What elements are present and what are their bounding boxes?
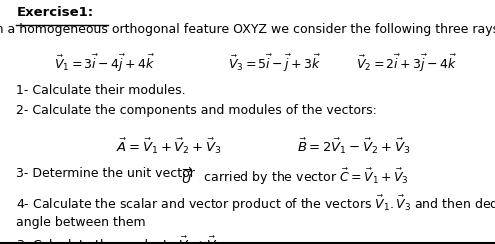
Text: 3- Calculate the products $\vec{V}_2\wedge\vec{V}_1$.: 3- Calculate the products $\vec{V}_2\wed…	[16, 235, 226, 244]
Text: Exercise1:: Exercise1:	[16, 6, 94, 19]
Text: 3- Determine the unit vector: 3- Determine the unit vector	[16, 167, 199, 180]
Text: 2- Calculate the components and modules of the vectors:: 2- Calculate the components and modules …	[16, 104, 377, 117]
Text: $\vec{B}=2\vec{V}_1-\vec{V}_2+\vec{V}_3$: $\vec{B}=2\vec{V}_1-\vec{V}_2+\vec{V}_3$	[297, 137, 410, 156]
Text: carried by the vector $\vec{C}=\vec{V}_1+\vec{V}_3$: carried by the vector $\vec{C}=\vec{V}_1…	[200, 167, 409, 187]
Text: $\overrightarrow{U}$: $\overrightarrow{U}$	[181, 167, 193, 187]
Text: $\vec{V}_3=5\vec{i}-\vec{j}+3\vec{k}$: $\vec{V}_3=5\vec{i}-\vec{j}+3\vec{k}$	[228, 52, 321, 74]
Text: 4- Calculate the scalar and vector product of the vectors $\vec{V}_1.\vec{V}_3$ : 4- Calculate the scalar and vector produ…	[16, 194, 495, 214]
Text: 1- Calculate their modules.: 1- Calculate their modules.	[16, 84, 186, 97]
Text: angle between them: angle between them	[16, 216, 146, 229]
Text: $\vec{A}=\vec{V}_1+\vec{V}_2+\vec{V}_3$: $\vec{A}=\vec{V}_1+\vec{V}_2+\vec{V}_3$	[116, 137, 222, 156]
Text: In a homogeneous orthogonal feature OXYZ we consider the following three rays:: In a homogeneous orthogonal feature OXYZ…	[0, 23, 495, 36]
Text: $\vec{V}_2=2\vec{i}+3\vec{j}-4\vec{k}$: $\vec{V}_2=2\vec{i}+3\vec{j}-4\vec{k}$	[356, 52, 457, 74]
Text: $\vec{V}_1=3\vec{i}-4\vec{j}+4\vec{k}$: $\vec{V}_1=3\vec{i}-4\vec{j}+4\vec{k}$	[54, 52, 155, 74]
